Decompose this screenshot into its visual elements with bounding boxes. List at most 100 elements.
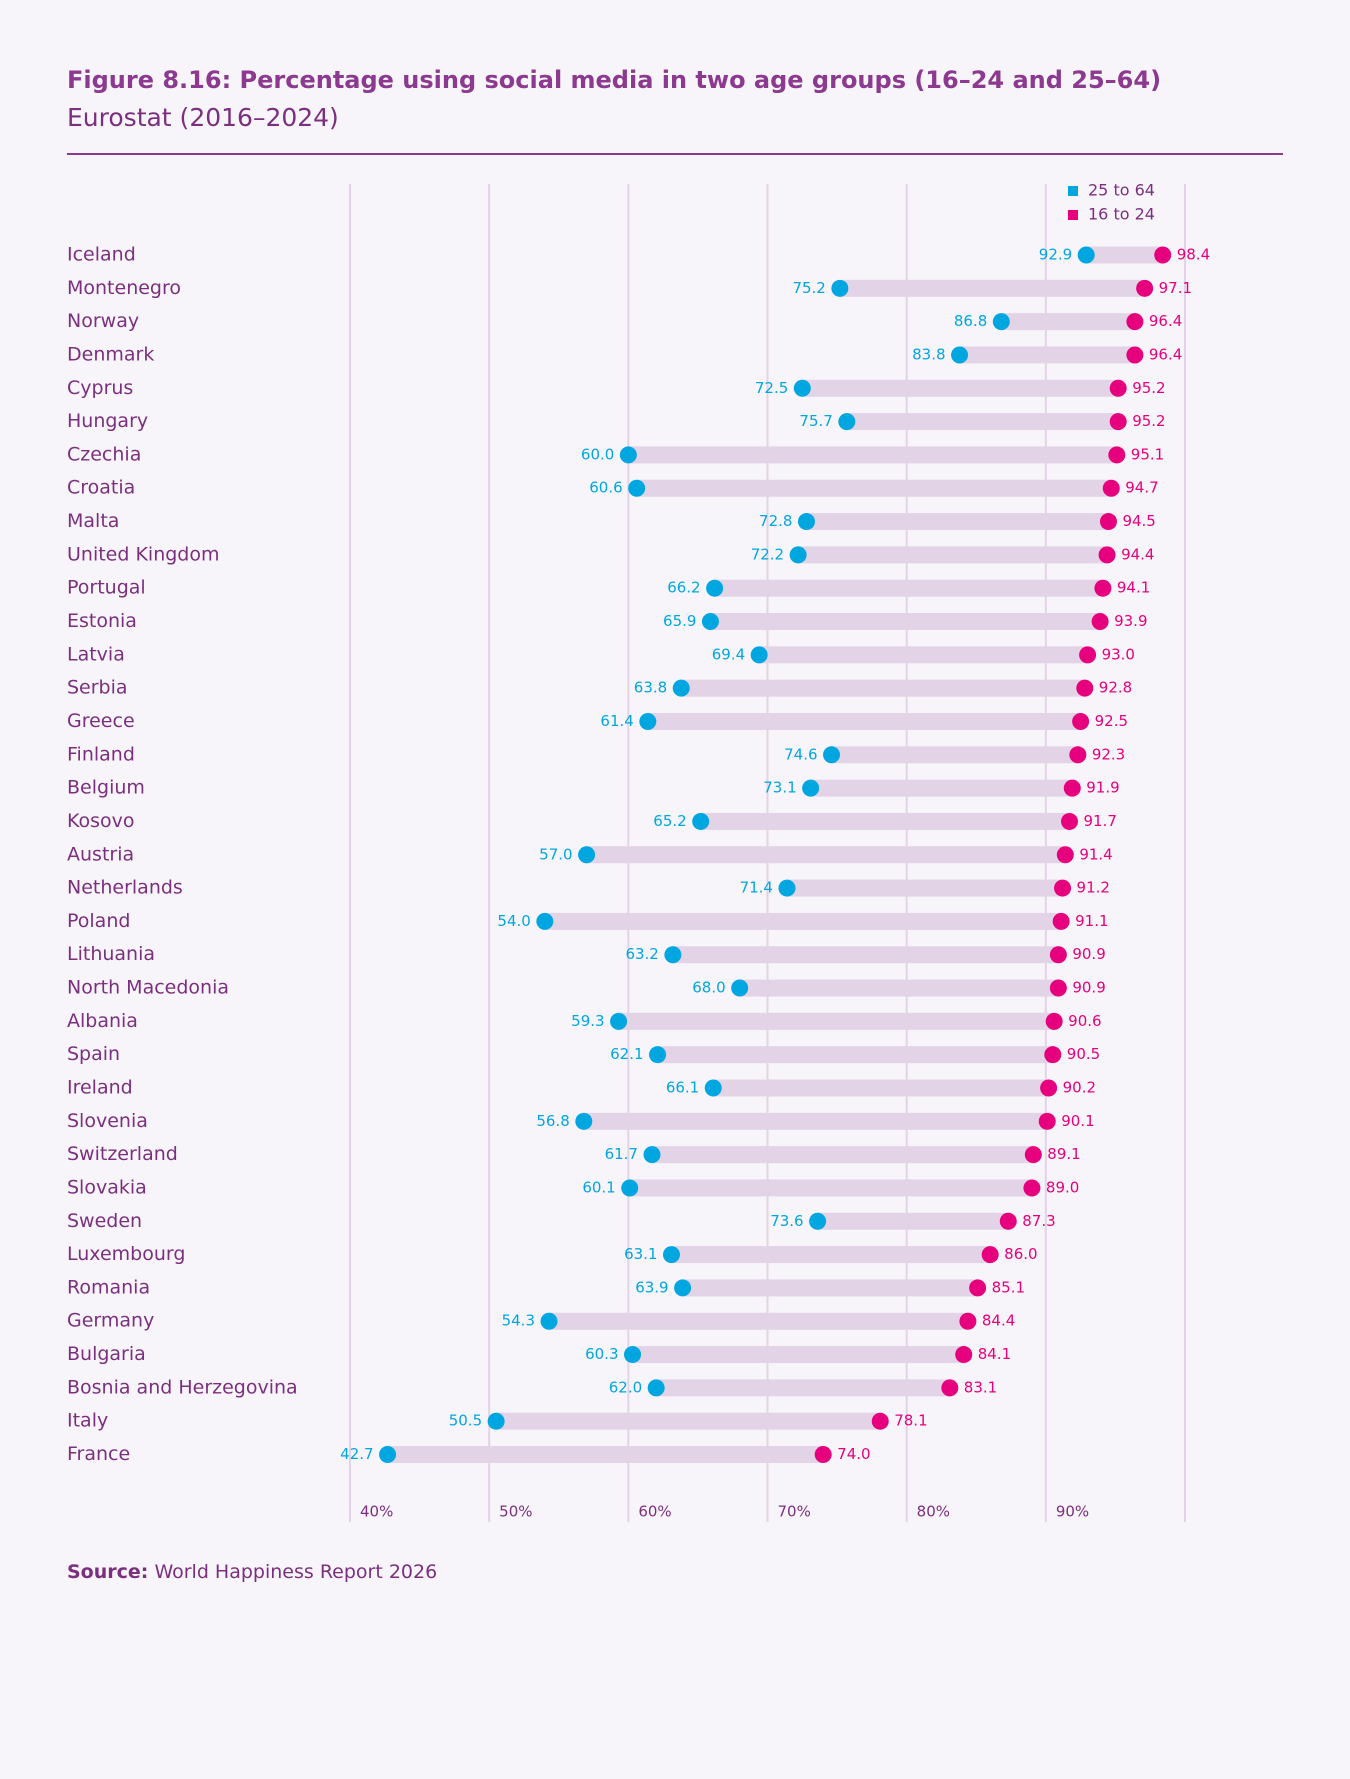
range-bar	[1086, 246, 1163, 264]
category-label: Iceland	[67, 244, 136, 266]
dot	[1045, 1012, 1063, 1030]
range-bar	[657, 1046, 1053, 1064]
dot	[823, 746, 841, 764]
category-label: Portugal	[67, 577, 146, 599]
value-label: 54.3	[502, 1312, 535, 1330]
category-label: Bosnia and Herzegovina	[67, 1376, 298, 1398]
value-label: 91.1	[1075, 912, 1108, 930]
range-bar	[632, 1346, 964, 1364]
category-label: Poland	[67, 910, 130, 932]
value-label: 61.4	[600, 712, 633, 730]
value-label: 90.1	[1061, 1112, 1094, 1130]
range-bar	[810, 779, 1073, 797]
value-label: 83.8	[912, 345, 945, 363]
dot	[778, 879, 796, 897]
dot	[1056, 846, 1074, 864]
value-label: 75.7	[799, 412, 832, 430]
category-label: Croatia	[67, 477, 135, 499]
range-bar	[739, 979, 1059, 997]
dot	[750, 646, 768, 664]
dot	[802, 779, 820, 797]
dot	[639, 712, 657, 730]
dot	[575, 1112, 593, 1130]
value-label: 86.0	[1004, 1245, 1037, 1263]
value-label: 94.1	[1117, 579, 1150, 597]
value-label: 92.8	[1099, 679, 1132, 697]
value-label: 87.3	[1022, 1212, 1055, 1230]
range-bar	[681, 679, 1085, 697]
range-bar	[959, 346, 1135, 364]
category-label: Ireland	[67, 1077, 133, 1099]
value-label: 69.4	[712, 645, 745, 663]
dot	[628, 479, 646, 497]
dot	[704, 1079, 722, 1097]
value-label: 97.1	[1159, 279, 1192, 297]
range-bar	[636, 479, 1112, 497]
x-tick-label: 80%	[917, 1503, 950, 1521]
dot	[951, 346, 969, 364]
dot	[1054, 879, 1072, 897]
range-bar	[802, 379, 1119, 397]
range-bar	[618, 1012, 1055, 1030]
dot	[1023, 1179, 1041, 1197]
dot	[649, 1046, 667, 1064]
category-label: Switzerland	[67, 1143, 178, 1165]
range-bar	[549, 1312, 968, 1330]
value-label: 89.0	[1046, 1178, 1079, 1196]
range-bar	[817, 1212, 1009, 1230]
dot	[981, 1246, 999, 1264]
value-label: 94.5	[1122, 512, 1155, 530]
value-label: 91.7	[1083, 812, 1116, 830]
range-bar	[651, 1146, 1034, 1164]
value-label: 50.5	[449, 1412, 482, 1430]
value-label: 90.2	[1063, 1079, 1096, 1097]
dot	[672, 679, 690, 697]
value-label: 92.5	[1095, 712, 1128, 730]
value-label: 90.6	[1068, 1012, 1101, 1030]
value-label: 63.2	[625, 945, 658, 963]
value-label: 74.6	[784, 745, 817, 763]
source-label: Source:	[67, 1561, 148, 1583]
dot	[809, 1212, 827, 1230]
x-tick-label: 90%	[1056, 1503, 1089, 1521]
dot	[540, 1312, 558, 1330]
dot	[1049, 946, 1067, 964]
dot	[692, 812, 710, 830]
value-label: 60.3	[585, 1345, 618, 1363]
dot	[1052, 912, 1070, 930]
value-label: 60.0	[581, 445, 614, 463]
range-bar	[831, 746, 1078, 764]
dot	[701, 613, 719, 631]
range-bar	[786, 879, 1063, 897]
range-bar	[682, 1279, 978, 1297]
category-label: Norway	[67, 310, 139, 332]
value-label: 59.3	[571, 1012, 604, 1030]
dot	[871, 1412, 889, 1430]
dot	[1079, 646, 1097, 664]
value-label: 92.3	[1092, 745, 1125, 763]
range-bar	[710, 613, 1101, 631]
dot	[578, 846, 596, 864]
chart-subtitle: Eurostat (2016–2024)	[67, 103, 339, 132]
value-label: 91.2	[1077, 879, 1110, 897]
dot	[1091, 613, 1109, 631]
dot	[610, 1012, 628, 1030]
dot	[619, 446, 637, 464]
x-tick-label: 40%	[360, 1503, 393, 1521]
value-label: 63.9	[635, 1278, 668, 1296]
category-label: United Kingdom	[67, 543, 220, 565]
value-label: 56.8	[536, 1112, 569, 1130]
dot	[1069, 746, 1087, 764]
category-label: Bulgaria	[67, 1343, 146, 1365]
category-label: Lithuania	[67, 943, 155, 965]
category-label: Cyprus	[67, 377, 133, 399]
x-tick-label: 60%	[638, 1503, 671, 1521]
category-label: Netherlands	[67, 877, 183, 899]
range-bar	[629, 1179, 1032, 1197]
range-bar	[586, 846, 1066, 864]
dot	[487, 1412, 505, 1430]
dot	[1040, 1079, 1058, 1097]
value-label: 65.9	[663, 612, 696, 630]
category-label: Slovakia	[67, 1176, 147, 1198]
dot	[1126, 346, 1144, 364]
